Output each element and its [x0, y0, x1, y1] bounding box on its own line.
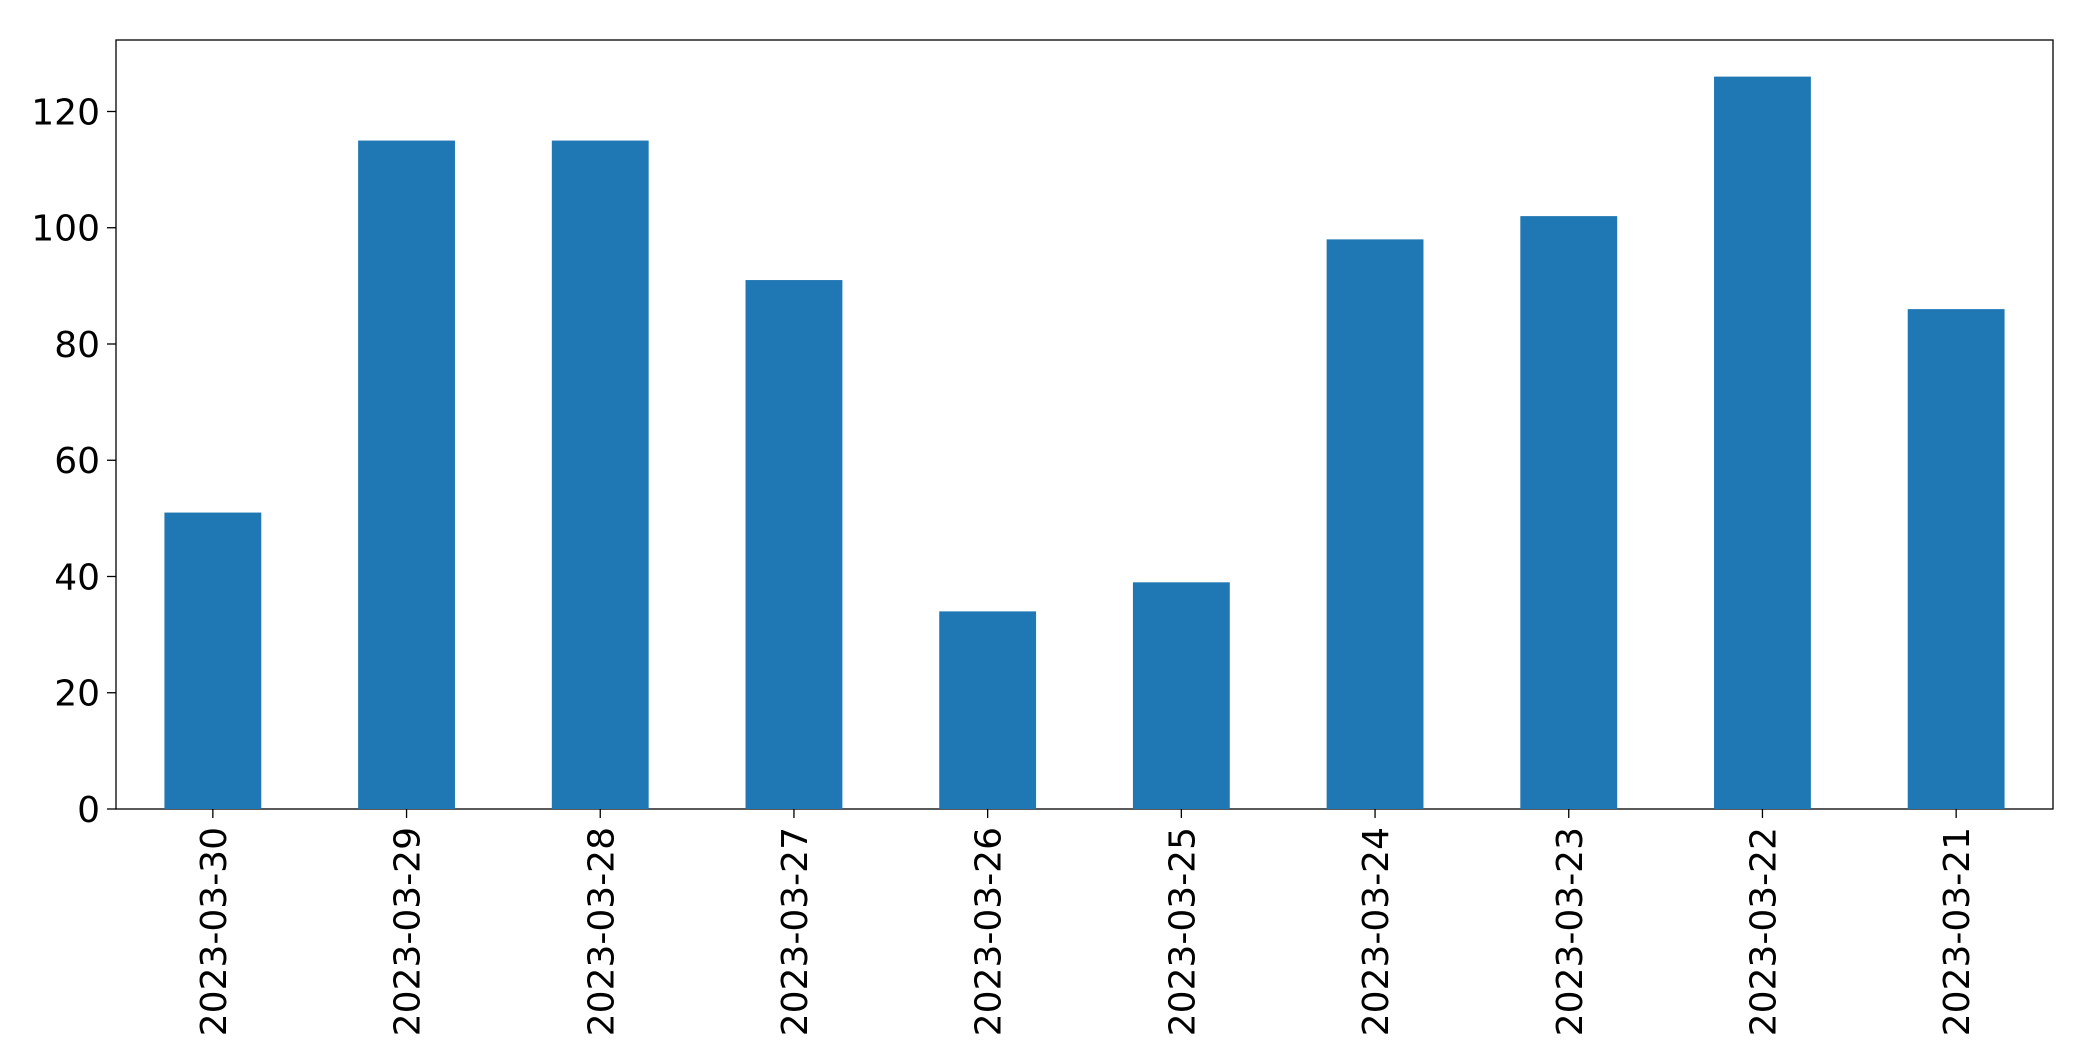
bar: [1132, 582, 1230, 809]
bar: [1520, 216, 1618, 809]
y-tick-label: 100: [31, 209, 100, 250]
bar: [745, 280, 843, 809]
bar: [358, 140, 455, 809]
y-tick-label: 120: [31, 92, 100, 133]
bar: [551, 140, 649, 809]
y-tick-label: 60: [54, 441, 100, 482]
y-tick-label: 40: [54, 557, 100, 598]
bar: [1714, 76, 1811, 810]
x-tick-label: 2023-03-23: [1550, 827, 1591, 1036]
y-tick-label: 20: [54, 674, 100, 715]
x-tick-label: 2023-03-29: [388, 827, 429, 1036]
x-tick-label: 2023-03-26: [969, 827, 1010, 1036]
bar: [939, 611, 1037, 809]
y-tick-label: 80: [54, 325, 100, 366]
x-tick-label: 2023-03-24: [1356, 827, 1397, 1036]
bar: [1907, 309, 2005, 809]
axes-frame: [115, 39, 2054, 810]
x-tick-label: 2023-03-27: [775, 827, 816, 1036]
x-tick-label: 2023-03-30: [194, 827, 235, 1036]
x-tick-label: 2023-03-28: [581, 827, 622, 1036]
x-tick-label: 2023-03-22: [1743, 827, 1784, 1036]
y-tick-label: 0: [77, 790, 100, 831]
bar: [164, 512, 262, 809]
bar: [1326, 239, 1424, 810]
x-tick-label: 2023-03-25: [1162, 827, 1203, 1036]
x-tick-label: 2023-03-21: [1937, 827, 1978, 1036]
